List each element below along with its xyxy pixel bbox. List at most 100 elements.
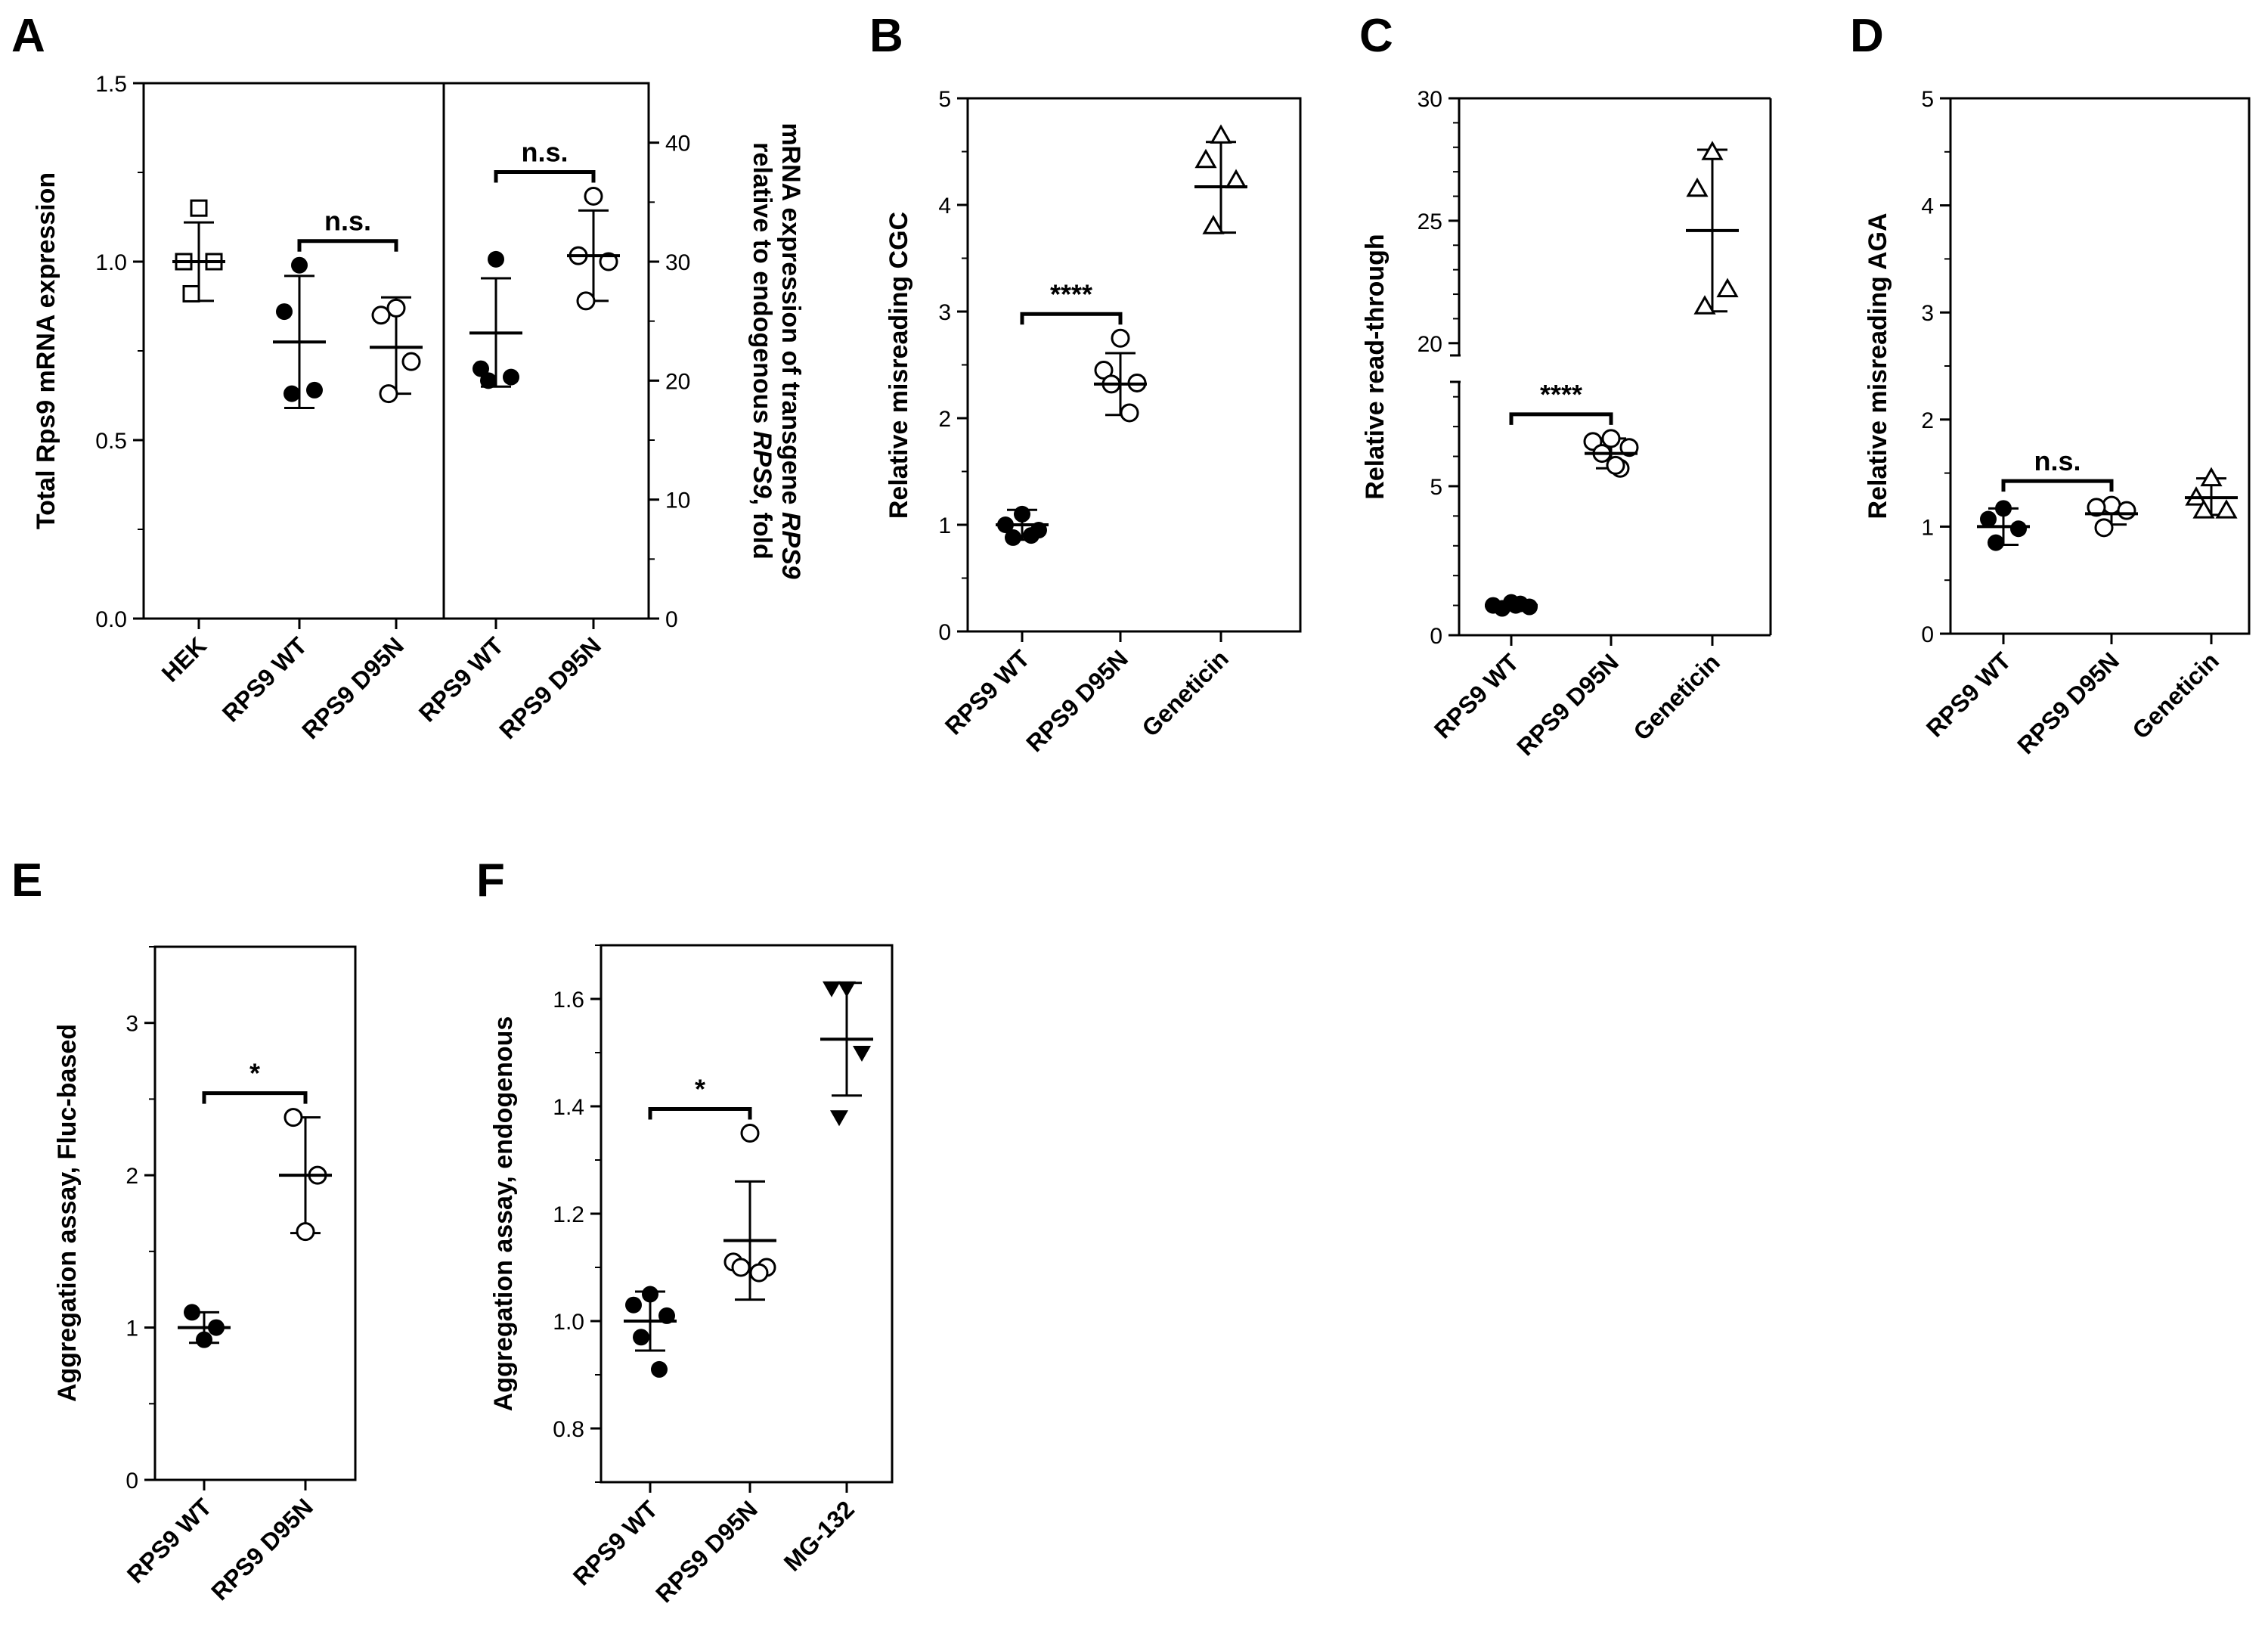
data-point <box>749 1263 769 1283</box>
data-point <box>1619 438 1639 458</box>
data-point <box>1225 169 1247 189</box>
plot-frame <box>1949 97 2251 635</box>
significance-label: **** <box>1540 379 1582 410</box>
y-tick-label: 3 <box>938 300 951 325</box>
data-point <box>740 1124 760 1143</box>
significance-label: * <box>695 1074 705 1105</box>
y-tick-label: 1 <box>125 1317 138 1341</box>
y-axis-label: Relative misreading AGA <box>1864 213 1892 520</box>
data-point <box>488 250 504 268</box>
data-point <box>1693 295 1716 315</box>
bracket-line <box>297 239 398 252</box>
series-0 <box>1485 594 1538 617</box>
series-4 <box>567 186 620 311</box>
bracket-line <box>648 1107 752 1120</box>
y2-tick-label: 30 <box>665 250 690 275</box>
data-point <box>830 1110 848 1127</box>
data-point <box>1023 527 1040 544</box>
data-point <box>1980 510 1997 528</box>
data-point <box>196 1331 212 1348</box>
data-point <box>2200 467 2223 487</box>
significance-bracket: * <box>202 1058 308 1104</box>
y-axis-label: Aggregation assay, endogenous <box>489 1016 518 1412</box>
y-tick-label: 1 <box>938 513 951 538</box>
data-point <box>190 199 208 217</box>
x-tick-label: RPS9 WT <box>122 1493 217 1588</box>
data-point <box>2192 499 2215 519</box>
y-tick-label: 0.8 <box>553 1417 584 1442</box>
series-0 <box>1977 500 2030 551</box>
plot-frame <box>966 97 1302 633</box>
plot-frame <box>153 945 357 1481</box>
y-tick-label: 0.5 <box>95 429 127 454</box>
x-tick-label: Geneticin <box>1628 648 1725 746</box>
series-0 <box>996 505 1049 546</box>
panel-label: B <box>869 10 903 62</box>
data-point <box>1686 177 1709 197</box>
series-1 <box>1583 429 1639 478</box>
data-point <box>284 1108 303 1127</box>
x-tick-label: RPS9 D95N <box>650 1495 763 1608</box>
data-point <box>291 256 308 274</box>
significance-bracket: **** <box>1020 278 1123 325</box>
significance-label: * <box>249 1058 260 1089</box>
data-point <box>633 1329 649 1346</box>
plot-frame <box>600 944 894 1484</box>
panel-a: A 0.0 0.5 1.0 1.5 0 10 20 30 40 Total Rps9 mRNA ex… <box>11 10 805 744</box>
significance-bracket: **** <box>1509 379 1613 425</box>
data-point <box>1111 328 1130 348</box>
series-2 <box>1194 124 1247 234</box>
data-point <box>1995 500 2012 517</box>
y-tick-label: 3 <box>1921 301 1934 326</box>
data-point <box>651 1360 668 1378</box>
data-point <box>401 352 421 371</box>
data-point <box>1194 148 1217 169</box>
data-point <box>503 368 519 386</box>
y-tick-label: 0 <box>125 1469 138 1493</box>
y-axis-label: Total Rps9 mRNA expression <box>32 172 60 529</box>
y2-tick-label: 10 <box>665 489 690 513</box>
y2-axis-label-line1: mRNA expression of transgene RPS9 <box>776 123 805 578</box>
panel-label: D <box>1850 10 1884 62</box>
y2-label-part: RPS9 <box>776 512 805 579</box>
data-point <box>1606 455 1625 475</box>
data-point <box>2117 501 2136 520</box>
panel-label: C <box>1359 10 1393 62</box>
x-tick-label: RPS9 D95N <box>296 631 409 744</box>
series-2 <box>1686 141 1739 315</box>
panel-label: A <box>11 10 45 62</box>
y2-tick-label: 40 <box>665 132 690 157</box>
panel-e: E 0 1 2 3 Aggregation assay, Fluc-based RPS9 W… <box>11 855 357 1605</box>
data-point <box>284 385 300 402</box>
data-point <box>1716 278 1739 298</box>
panel-f: F 0.8 1.0 1.2 1.4 1.6 Aggregation assay, endog… <box>476 855 894 1608</box>
data-point <box>2094 518 2114 538</box>
x-tick-label: Geneticin <box>1136 644 1234 742</box>
y-tick-label: 0.0 <box>95 607 127 632</box>
data-point <box>371 306 391 325</box>
data-point <box>1120 403 1139 423</box>
series-1 <box>723 1124 776 1301</box>
panel-label: E <box>11 855 42 907</box>
data-point <box>1202 215 1225 234</box>
series-0 <box>178 1304 231 1348</box>
y2-tick-label: 0 <box>665 607 678 632</box>
x-tick-label: RPS9 WT <box>414 631 509 727</box>
data-point <box>184 1304 200 1321</box>
series-1 <box>279 1108 332 1242</box>
x-tick-label: Geneticin <box>2127 647 2224 744</box>
data-point <box>386 298 406 318</box>
data-point <box>2087 498 2106 517</box>
y-tick-label: 3 <box>125 1012 138 1037</box>
x-tick-label: HEK <box>156 631 212 687</box>
x-tick-label: RPS9 D95N <box>2012 647 2124 759</box>
panel-b: B 0 1 2 3 4 5 Relative misreading CGC RPS9 WTRPS… <box>869 10 1302 757</box>
data-point <box>599 252 618 271</box>
y-tick-label: 1.2 <box>553 1202 584 1227</box>
y-tick-label: 0 <box>938 620 951 645</box>
panel-d: D 0 1 2 3 4 5 Relative misreading AGA RPS9 WTRPS… <box>1850 10 2251 759</box>
significance-label: n.s. <box>324 206 371 237</box>
series-3 <box>469 250 522 389</box>
data-point <box>2215 499 2238 519</box>
